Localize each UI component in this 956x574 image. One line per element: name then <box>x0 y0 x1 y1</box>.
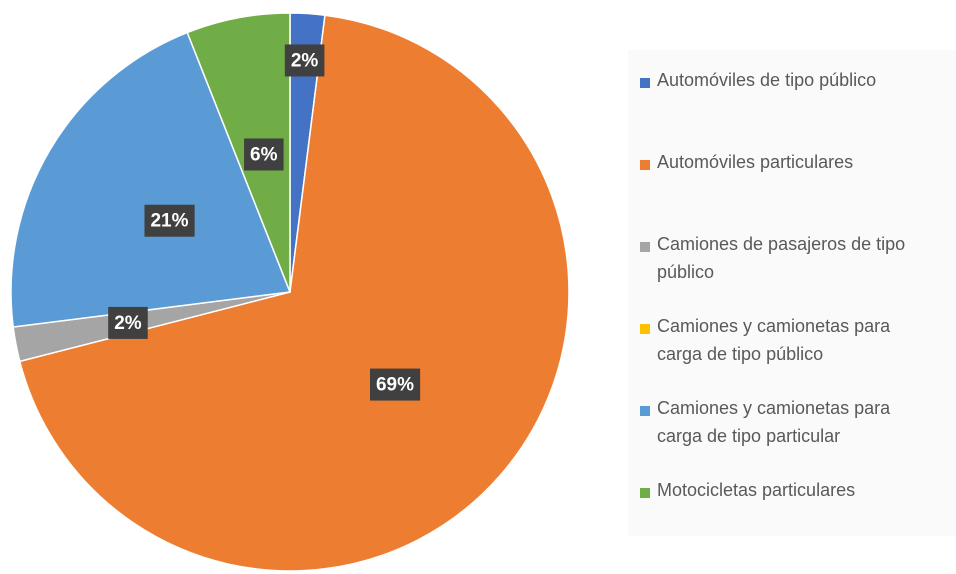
data-label-box <box>244 138 284 171</box>
pie-slice <box>10 31 292 328</box>
data-label: 6% <box>244 138 284 171</box>
data-label: 2% <box>108 306 148 339</box>
data-label-box <box>284 44 325 77</box>
data-label-box <box>369 368 421 401</box>
legend-item: Automóviles de tipo público <box>640 70 950 94</box>
legend-item: Camiones de pasajeros de tipo público <box>640 234 950 286</box>
legend-label: Camiones de pasajeros de tipo público <box>657 234 906 282</box>
pie-slice <box>18 14 570 572</box>
data-label-box <box>144 204 195 237</box>
legend-label: Automóviles particulares <box>657 152 854 172</box>
legend-swatch <box>640 242 650 252</box>
data-label-box <box>108 306 148 339</box>
pie-slice <box>186 12 291 293</box>
legend-label: Automóviles de tipo público <box>657 70 877 90</box>
legend-swatch <box>640 160 650 170</box>
data-label-text: 21% <box>150 211 188 232</box>
legend-swatch <box>640 488 650 498</box>
legend-swatch <box>640 406 650 416</box>
data-label-text: 2% <box>114 313 142 334</box>
legend-swatch <box>640 324 650 334</box>
data-label: 21% <box>144 204 195 237</box>
legend-item: Motocicletas particulares <box>640 480 950 504</box>
legend-item: Automóviles particulares <box>640 152 950 176</box>
legend: Automóviles de tipo público Automóviles p… <box>628 50 956 536</box>
pie: 2% 69% 2% 21% 6% <box>10 12 570 572</box>
data-label: 69% <box>369 368 421 401</box>
legend-label: Camiones y camionetas para carga de tipo… <box>657 398 891 446</box>
legend-swatch <box>640 78 650 88</box>
legend-item: Camiones y camionetas para carga de tipo… <box>640 316 950 368</box>
data-label-text: 69% <box>376 375 414 396</box>
data-label: 2% <box>284 44 325 77</box>
data-label-text: 6% <box>250 144 278 165</box>
data-label-text: 2% <box>291 50 319 71</box>
legend-label: Camiones y camionetas para carga de tipo… <box>657 316 891 364</box>
legend-label: Motocicletas particulares <box>657 480 856 500</box>
legend-item: Camiones y camionetas para carga de tipo… <box>640 398 950 450</box>
